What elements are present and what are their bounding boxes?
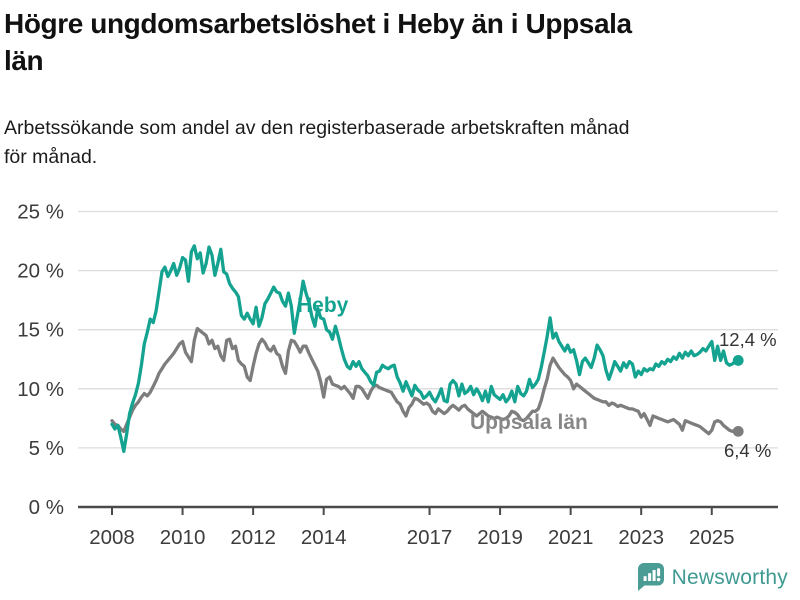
- x-tick-label: 2023: [618, 526, 664, 549]
- y-tick-label: 5 %: [29, 437, 64, 460]
- x-tick-label: 2008: [89, 526, 135, 549]
- x-tick-label: 2012: [230, 526, 276, 549]
- y-tick-label: 0 %: [29, 496, 64, 519]
- brand-name: Newsworthy: [671, 565, 788, 589]
- newsworthy-logo: Newsworthy: [637, 563, 788, 592]
- x-tick-label: 2019: [477, 526, 523, 549]
- x-tick-label: 2010: [160, 526, 206, 549]
- x-tick-label: 2017: [407, 526, 453, 549]
- series-end-dot-heby: [732, 355, 744, 366]
- subtitle-line-1: Arbetssökande som andel av den registerb…: [4, 117, 630, 139]
- chart-subtitle: Arbetssökande som andel av den registerb…: [4, 114, 764, 173]
- x-tick-label: 2021: [548, 526, 594, 549]
- subtitle-line-2: för månad.: [4, 146, 98, 169]
- x-tick-label: 2014: [301, 526, 347, 549]
- series-label-uppsala: Uppsala län: [470, 411, 588, 434]
- x-tick-label: 2025: [689, 526, 735, 549]
- y-tick-label: 25 %: [17, 201, 64, 224]
- series-line-uppsala: [110, 326, 740, 436]
- end-value-label-heby: 12,4 %: [719, 329, 777, 350]
- series-line-heby: [110, 244, 740, 454]
- y-tick-label: 20 %: [17, 260, 64, 283]
- series-label-heby: Heby: [297, 294, 349, 317]
- title-line-2: län: [4, 44, 44, 76]
- page-title: Högre ungdomsarbetslöshet i Heby än i Up…: [4, 6, 704, 80]
- y-tick-label: 15 %: [17, 319, 64, 342]
- bar-chart-speech-bubble-icon: [637, 563, 664, 591]
- end-value-label-uppsala: 6,4 %: [724, 440, 771, 461]
- y-tick-label: 10 %: [17, 378, 64, 401]
- series-end-dot-uppsala: [732, 425, 744, 437]
- title-line-1: Högre ungdomsarbetslöshet i Heby än i Up…: [4, 8, 632, 39]
